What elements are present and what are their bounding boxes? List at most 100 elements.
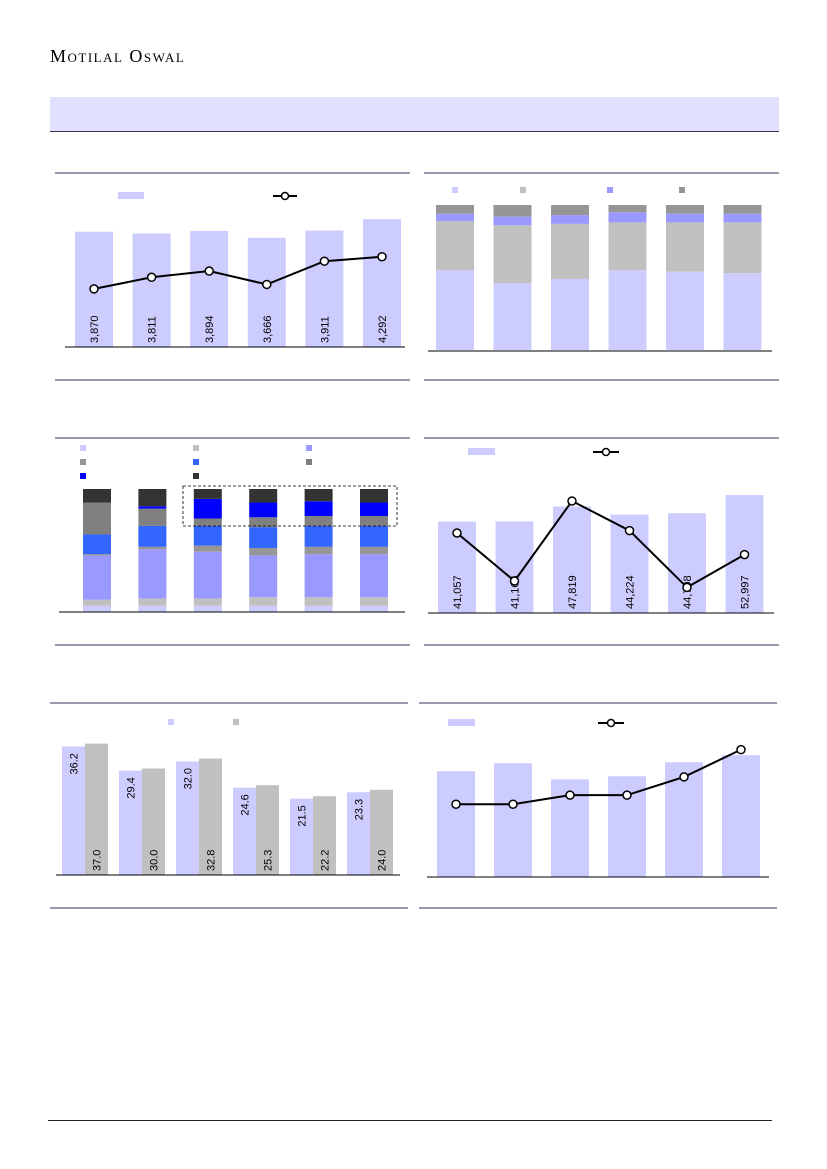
bar [305,230,344,347]
stack-segment [83,534,111,555]
stack-segment [723,273,762,350]
stack-segment [723,222,762,274]
stack-segment [83,489,111,503]
line-point [377,251,387,262]
line-point [146,272,157,283]
stack-segment [304,546,333,555]
brand-logo: Motilal Oswal [50,46,186,66]
bar [132,233,171,347]
line-point [565,790,575,800]
line-point [262,279,272,290]
bar-series-a [62,746,85,875]
bar-series-b [256,785,279,875]
highlight-box [182,485,398,527]
stack-segment [249,548,278,556]
stack-segment [249,502,278,518]
series-line [93,255,383,290]
data-label-a: 21.5 [297,805,309,826]
chart-1: 3,870 3,811 3,894 3,666 3,911 4,292 [55,172,410,381]
legend-swatch-bar [118,192,144,199]
bar [553,506,591,613]
stack-segment [608,212,647,223]
stack-segment [193,545,222,552]
stack-segment [193,598,222,606]
stack-segment [666,205,704,214]
legend-swatch-bar [448,719,475,726]
stack-segment [193,498,222,519]
stack-segment [551,215,589,224]
stack-segment [249,605,278,612]
stack-segment [249,517,278,528]
bar [668,513,706,613]
stack-segment [493,216,532,226]
stack-segment [436,270,474,350]
stack-segment [304,489,333,502]
stack-segment [551,223,589,279]
data-label: 3,870 [89,315,101,343]
stack-segment [304,597,333,606]
data-label-b: 30.0 [149,850,161,871]
legend-swatch [520,187,526,193]
stack-segment [493,283,532,350]
stack-segment [83,555,111,600]
line-point [452,528,462,538]
stack-segment [436,205,474,214]
legend-marker [606,718,616,728]
stack-segment [360,489,388,503]
bar [722,755,760,877]
bar-series-b [313,796,336,875]
stack-segment [249,527,278,549]
data-label: 44,224 [625,575,637,609]
data-label-b: 32.8 [206,850,218,871]
stack-segment [83,554,111,556]
section-banner [50,97,779,132]
stack-segment [83,599,111,606]
data-label: 3,911 [319,316,331,343]
line-point [567,496,577,506]
bar [190,230,229,347]
data-label-a: 29.4 [126,777,138,798]
line-point [89,284,99,294]
legend-swatch [306,445,312,451]
bar-series-b [142,768,165,875]
data-label-a: 32.0 [183,768,195,789]
stack-segment [360,554,388,598]
stack-segment [666,271,704,350]
bar-series-a [176,761,199,875]
bar [247,237,286,347]
stack-segment [666,213,704,223]
legend-swatch [193,473,199,479]
bar-series-a [290,798,313,875]
stack-segment [608,222,647,271]
bar [363,219,401,347]
stack-segment [249,489,278,503]
stack-segment [304,516,333,526]
data-label: 44,798 [682,575,694,609]
legend-marker [601,447,611,457]
legend-swatch [80,445,86,451]
data-label-b: 24.0 [377,850,389,871]
data-label: 47,819 [567,575,579,609]
line-point [204,266,214,276]
line-point [624,525,635,536]
stack-segment [360,605,388,612]
legend-swatch [193,459,199,465]
chart-3 [55,437,410,646]
legend-swatch [193,445,199,451]
legend-swatch [306,459,312,465]
legend-swatch [679,187,685,193]
line-point [679,772,689,782]
bar-series-b [199,758,222,875]
stack-segment [436,213,474,221]
legend-swatch-a [168,719,174,725]
data-label: 3,811 [147,316,159,343]
stack-segment [608,205,647,213]
stack-segment [493,205,532,217]
bar [495,521,534,613]
stack-segment [138,549,167,599]
stack-segment [493,225,532,284]
stack-segment [304,525,333,547]
bar-series-a [347,792,370,875]
legend-swatch [452,187,458,193]
data-label: 3,666 [262,315,274,343]
